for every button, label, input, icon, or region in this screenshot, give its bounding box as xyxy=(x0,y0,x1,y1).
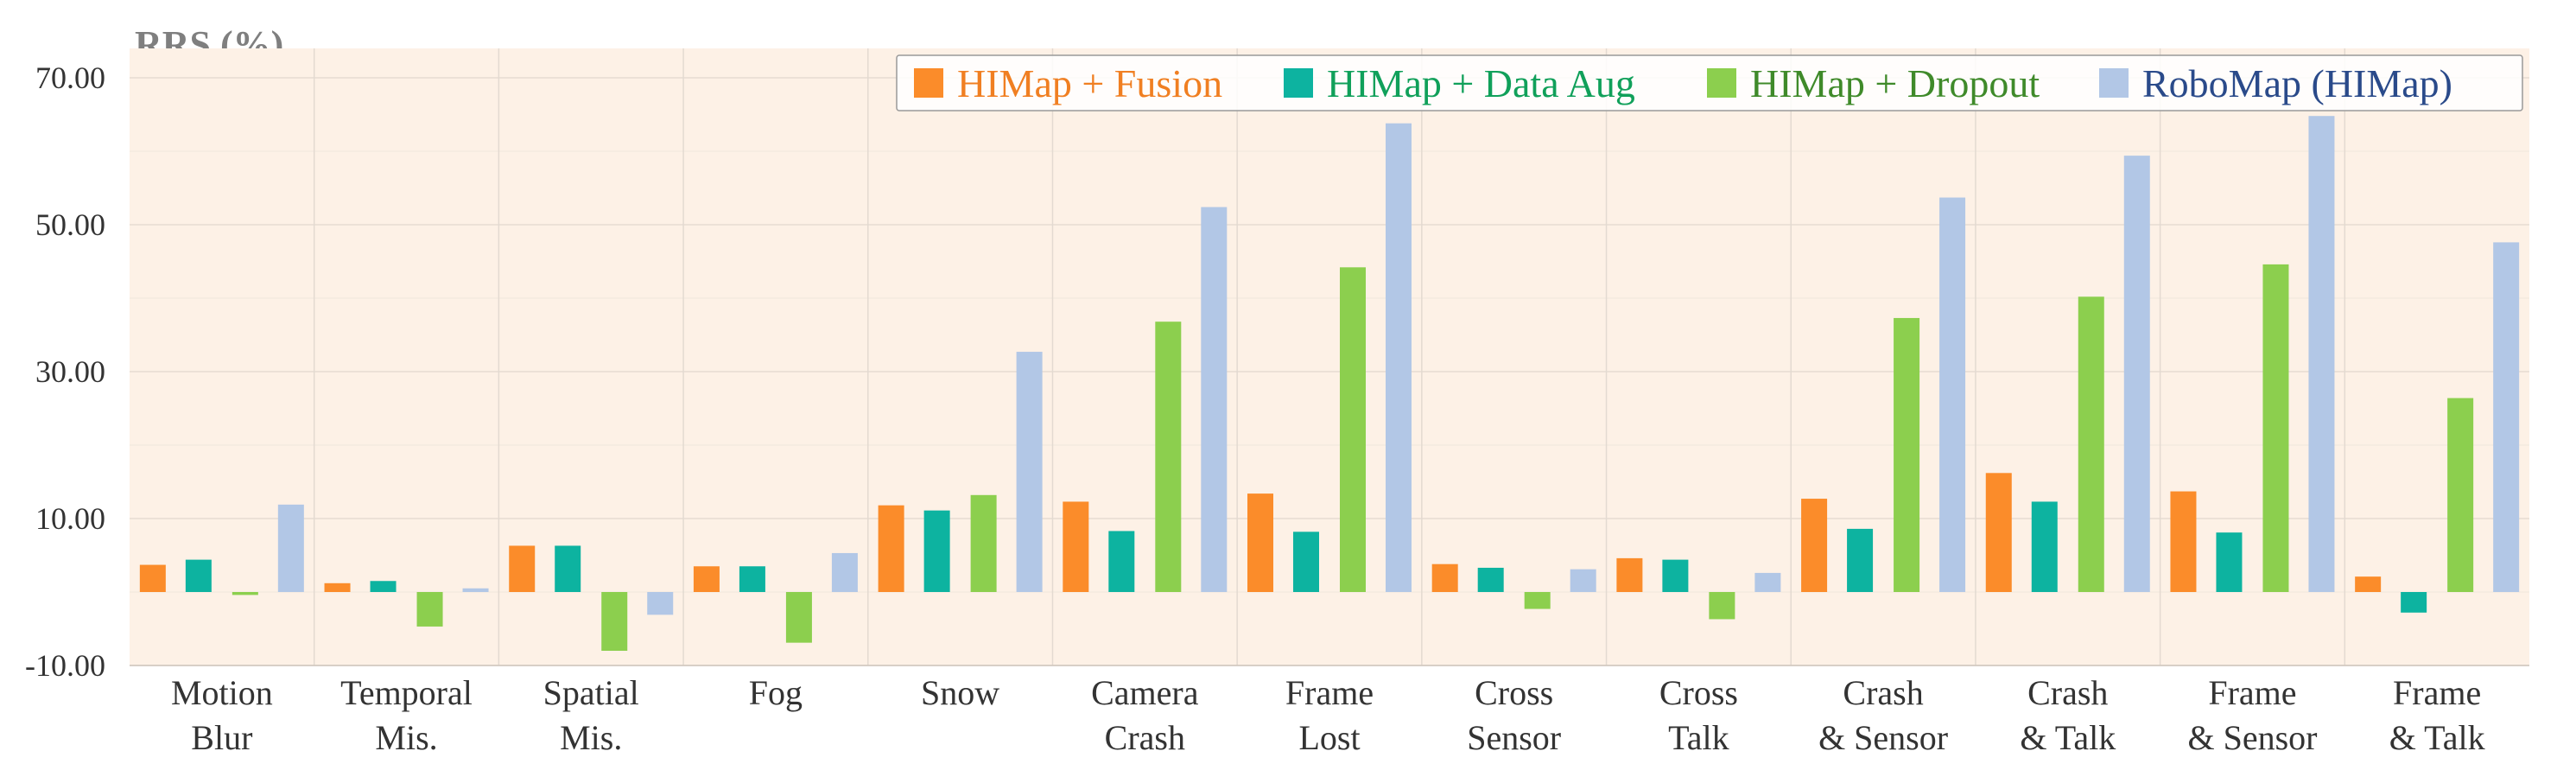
bar xyxy=(509,545,536,592)
x-tick-label: Mis. xyxy=(375,718,437,757)
legend-swatch xyxy=(1707,68,1736,98)
bar xyxy=(1662,559,1689,592)
x-tick-label: Frame xyxy=(2208,673,2296,712)
x-tick-label: Cross xyxy=(1475,673,1553,712)
bar xyxy=(970,494,997,592)
x-tick-label: Temporal xyxy=(340,673,473,712)
bar xyxy=(878,505,904,592)
bar xyxy=(416,592,443,627)
plot-background xyxy=(130,48,2529,665)
bar xyxy=(1709,592,1735,620)
bar xyxy=(739,566,765,592)
bar xyxy=(1431,563,1458,592)
bar xyxy=(1754,572,1781,592)
bar xyxy=(2078,296,2104,592)
bar xyxy=(2308,116,2335,592)
x-tick-label: Crash xyxy=(1843,673,1923,712)
x-tick-label: & Talk xyxy=(2389,718,2485,757)
bar xyxy=(555,545,581,592)
bar xyxy=(462,588,489,592)
bar xyxy=(2031,501,2058,592)
bar xyxy=(232,592,258,595)
bar xyxy=(2493,242,2520,592)
x-tick-label: Frame xyxy=(1285,673,1374,712)
bar xyxy=(324,583,351,592)
bar xyxy=(1293,532,1319,592)
bar xyxy=(785,592,812,643)
x-tick-label: Cross xyxy=(1659,673,1738,712)
bar xyxy=(1063,501,1089,592)
bars xyxy=(139,116,2520,651)
bar xyxy=(2170,491,2197,592)
x-tick-label: Talk xyxy=(1668,718,1729,757)
x-tick-label: Crash xyxy=(1105,718,1185,757)
bar xyxy=(1570,569,1596,592)
x-tick-label: Fog xyxy=(749,673,803,712)
x-categories: Motion Blur Temporal Mis. Spatial Mis. Fog Snow… xyxy=(171,673,2485,757)
x-tick-label: Camera xyxy=(1091,673,1199,712)
x-tick-label: & Sensor xyxy=(1818,718,1948,757)
bar xyxy=(2355,576,2382,592)
bar xyxy=(647,592,674,615)
bar xyxy=(1801,499,1828,592)
bar xyxy=(2262,264,2289,592)
bar xyxy=(139,564,166,592)
y-tick-label: 70.00 xyxy=(35,60,105,95)
x-tick-label: Frame xyxy=(2393,673,2481,712)
bar xyxy=(370,581,397,592)
x-tick-label: Blur xyxy=(191,718,252,757)
bar xyxy=(831,552,858,592)
x-tick-label: & Talk xyxy=(2020,718,2116,757)
y-tick-label: 30.00 xyxy=(35,354,105,389)
bar xyxy=(277,504,304,592)
x-tick-label: Spatial xyxy=(543,673,639,712)
legend-swatch xyxy=(914,68,943,98)
bar xyxy=(1201,207,1228,592)
bar xyxy=(1016,352,1043,592)
bar xyxy=(601,592,628,651)
legend-label: HIMap + Data Aug xyxy=(1327,61,1635,105)
bar xyxy=(923,510,950,592)
x-tick-label: Sensor xyxy=(1467,718,1561,757)
bar xyxy=(1847,528,1874,592)
bar xyxy=(2401,592,2427,613)
bar xyxy=(1939,197,1966,593)
bar xyxy=(693,566,720,592)
legend-label: HIMap + Dropout xyxy=(1750,61,2040,105)
y-tick-label: 10.00 xyxy=(35,501,105,536)
bar xyxy=(1340,267,1366,592)
x-tick-label: Lost xyxy=(1298,718,1360,757)
bar xyxy=(1247,493,1273,592)
legend-swatch xyxy=(1284,68,1313,98)
bar xyxy=(2447,398,2474,592)
bar xyxy=(2216,532,2243,592)
gridlines xyxy=(130,48,2529,666)
y-tick-label: 50.00 xyxy=(35,207,105,242)
bar xyxy=(1155,322,1182,592)
bar xyxy=(1524,592,1551,609)
legend-label: RoboMap (HIMap) xyxy=(2142,61,2452,105)
x-tick-label: Motion xyxy=(171,673,273,712)
bar xyxy=(1985,473,2012,592)
legend-label: HIMap + Fusion xyxy=(957,61,1222,105)
x-tick-label: Crash xyxy=(2027,673,2108,712)
x-tick-label: Mis. xyxy=(560,718,622,757)
bar xyxy=(1894,317,1920,592)
bar xyxy=(2123,156,2150,592)
bar xyxy=(1386,123,1412,592)
y-ticks: 70.00 50.00 30.00 10.00 -10.00 xyxy=(25,60,105,683)
y-tick-label: -10.00 xyxy=(25,648,105,683)
legend: HIMap + Fusion HIMap + Data Aug HIMap + Dr… xyxy=(896,54,2523,111)
bar xyxy=(185,559,212,592)
bar xyxy=(1477,567,1504,592)
x-tick-label: Snow xyxy=(921,673,999,712)
plot-area xyxy=(130,48,2529,665)
x-tick-label: & Sensor xyxy=(2187,718,2317,757)
legend-swatch xyxy=(2099,68,2129,98)
bar xyxy=(1108,531,1135,592)
bar xyxy=(1616,557,1643,592)
